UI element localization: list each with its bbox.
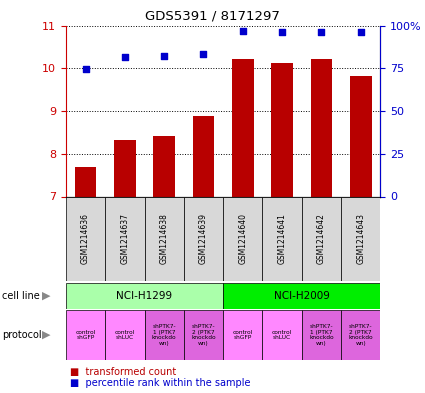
Text: control
shLUC: control shLUC <box>115 330 135 340</box>
Bar <box>184 310 223 360</box>
Text: cell line: cell line <box>2 291 40 301</box>
Text: GSM1214636: GSM1214636 <box>81 213 90 264</box>
Bar <box>66 283 223 309</box>
Bar <box>302 310 341 360</box>
Bar <box>66 196 105 281</box>
Text: shPTK7-
1 (PTK7
knockdo
wn): shPTK7- 1 (PTK7 knockdo wn) <box>309 324 334 346</box>
Point <box>161 53 167 59</box>
Bar <box>144 310 184 360</box>
Bar <box>262 196 302 281</box>
Text: ▶: ▶ <box>42 330 50 340</box>
Text: GSM1214642: GSM1214642 <box>317 213 326 264</box>
Bar <box>311 59 332 196</box>
Text: control
shGFP: control shGFP <box>75 330 96 340</box>
Bar <box>105 310 144 360</box>
Text: GSM1214643: GSM1214643 <box>356 213 365 264</box>
Bar <box>114 140 136 196</box>
Bar <box>262 310 302 360</box>
Text: GSM1214640: GSM1214640 <box>238 213 247 264</box>
Bar <box>105 196 144 281</box>
Bar <box>223 310 262 360</box>
Text: shPTK7-
2 (PTK7
knockdo
wn): shPTK7- 2 (PTK7 knockdo wn) <box>348 324 373 346</box>
Bar <box>184 196 223 281</box>
Text: GSM1214638: GSM1214638 <box>160 213 169 264</box>
Bar <box>144 196 184 281</box>
Point <box>318 28 325 35</box>
Text: GDS5391 / 8171297: GDS5391 / 8171297 <box>145 10 280 23</box>
Point <box>82 66 89 72</box>
Bar <box>341 310 380 360</box>
Bar <box>223 283 380 309</box>
Text: shPTK7-
1 (PTK7
knockdo
wn): shPTK7- 1 (PTK7 knockdo wn) <box>152 324 176 346</box>
Text: GSM1214641: GSM1214641 <box>278 213 286 264</box>
Text: GSM1214639: GSM1214639 <box>199 213 208 264</box>
Text: control
shGFP: control shGFP <box>232 330 253 340</box>
Bar <box>232 59 254 196</box>
Text: ▶: ▶ <box>42 291 50 301</box>
Text: protocol: protocol <box>2 330 42 340</box>
Text: control
shLUC: control shLUC <box>272 330 292 340</box>
Point <box>122 54 128 60</box>
Text: shPTK7-
2 (PTK7
knockdo
wn): shPTK7- 2 (PTK7 knockdo wn) <box>191 324 216 346</box>
Bar <box>341 196 380 281</box>
Text: NCI-H2009: NCI-H2009 <box>274 291 330 301</box>
Bar <box>153 136 175 196</box>
Point <box>200 51 207 57</box>
Bar <box>193 116 214 196</box>
Text: ■  transformed count: ■ transformed count <box>70 367 176 377</box>
Point <box>279 28 286 35</box>
Bar <box>350 76 371 196</box>
Text: NCI-H1299: NCI-H1299 <box>116 291 173 301</box>
Point <box>239 28 246 34</box>
Text: GSM1214637: GSM1214637 <box>120 213 129 264</box>
Bar <box>302 196 341 281</box>
Point <box>357 29 364 35</box>
Bar <box>223 196 262 281</box>
Text: ■  percentile rank within the sample: ■ percentile rank within the sample <box>70 378 251 388</box>
Bar <box>271 63 293 196</box>
Bar <box>75 167 96 196</box>
Bar <box>66 310 105 360</box>
